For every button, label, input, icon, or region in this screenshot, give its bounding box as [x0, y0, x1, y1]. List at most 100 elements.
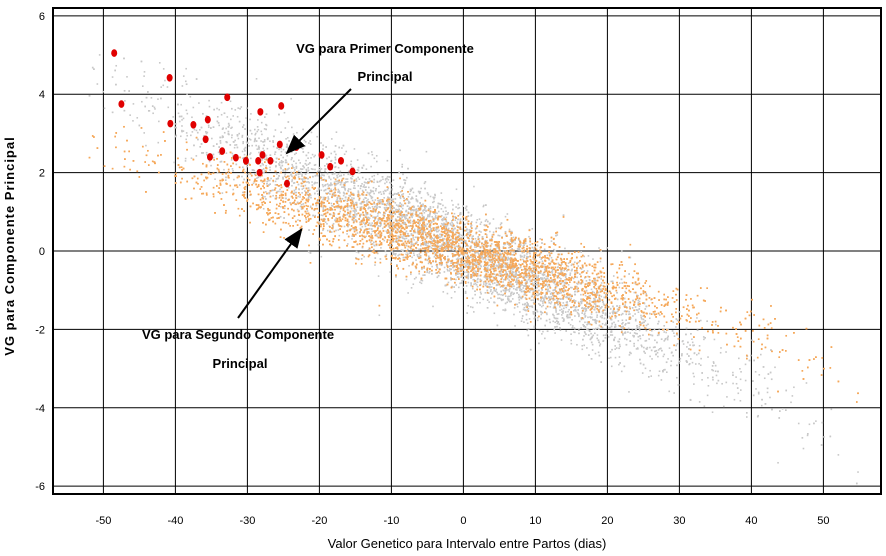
scatter-point — [346, 200, 349, 203]
scatter-point — [649, 312, 651, 315]
scatter-point — [495, 288, 498, 291]
scatter-point — [356, 194, 359, 196]
scatter-point — [446, 224, 449, 227]
scatter-point — [284, 159, 287, 161]
scatter-point — [761, 398, 763, 401]
scatter-point — [524, 302, 526, 305]
scatter-point — [407, 195, 410, 198]
scatter-point — [391, 188, 394, 190]
scatter-point — [307, 187, 310, 189]
scatter-point — [429, 222, 432, 225]
scatter-point — [471, 262, 474, 264]
scatter-point — [552, 313, 554, 316]
scatter-point — [490, 297, 492, 299]
scatter-point — [584, 277, 586, 279]
scatter-point — [642, 363, 645, 366]
scatter-point — [158, 62, 161, 64]
scatter-point — [442, 218, 444, 220]
scatter-point — [296, 137, 299, 140]
scatter-point — [140, 60, 143, 63]
scatter-point — [365, 178, 367, 181]
scatter-point — [414, 231, 417, 234]
scatter-point — [254, 133, 257, 136]
scatter-point — [321, 214, 324, 217]
scatter-point — [393, 224, 395, 227]
scatter-point — [216, 107, 218, 110]
scatter-point — [405, 209, 408, 212]
scatter-point — [475, 221, 478, 224]
scatter-point — [527, 307, 530, 310]
scatter-point — [578, 329, 580, 331]
scatter-point — [691, 341, 694, 344]
scatter-point — [225, 152, 228, 154]
scatter-point — [352, 187, 355, 189]
scatter-point — [549, 280, 551, 282]
scatter-point — [475, 283, 478, 286]
scatter-point — [452, 242, 454, 244]
scatter-point — [480, 231, 482, 233]
scatter-point — [398, 171, 400, 173]
scatter-point — [562, 302, 565, 304]
scatter-point — [185, 67, 187, 70]
scatter-point — [598, 344, 601, 347]
scatter-point — [325, 192, 327, 195]
scatter-point — [429, 207, 432, 210]
scatter-point — [292, 139, 295, 142]
scatter-point — [470, 221, 473, 223]
scatter-point — [223, 131, 226, 134]
scatter-point — [232, 169, 234, 172]
scatter-point — [371, 199, 374, 202]
scatter-point — [562, 310, 565, 312]
scatter-point — [806, 433, 809, 435]
scatter-point — [294, 203, 296, 205]
scatter-point — [333, 181, 336, 184]
scatter-point — [243, 148, 246, 150]
scatter-point — [383, 192, 385, 195]
scatter-point — [595, 322, 597, 325]
scatter-point — [391, 188, 393, 191]
scatter-point — [205, 115, 208, 117]
scatter-point — [463, 271, 466, 274]
scatter-point — [494, 259, 497, 261]
scatter-point — [242, 191, 244, 194]
scatter-point — [172, 116, 174, 118]
scatter-point — [451, 261, 454, 264]
scatter-point — [513, 285, 515, 287]
scatter-point — [466, 257, 469, 260]
scatter-point — [535, 294, 537, 296]
scatter-point — [580, 298, 582, 301]
scatter-point — [467, 276, 470, 278]
scatter-point — [536, 319, 539, 322]
scatter-point — [606, 295, 608, 298]
scatter-point — [496, 246, 499, 249]
scatter-point — [534, 288, 537, 291]
scatter-point — [378, 191, 380, 194]
scatter-point — [362, 201, 365, 204]
scatter-point — [409, 212, 412, 215]
scatter-point — [291, 157, 293, 159]
scatter-point — [309, 205, 312, 208]
scatter-point — [402, 221, 405, 223]
scatter-point — [553, 291, 555, 294]
scatter-point — [456, 273, 459, 275]
scatter-point — [274, 180, 277, 183]
scatter-point — [185, 138, 187, 141]
scatter-point — [266, 157, 268, 160]
scatter-point — [297, 173, 300, 176]
scatter-point — [393, 212, 396, 214]
scatter-point — [398, 204, 400, 207]
scatter-point — [578, 320, 581, 323]
scatter-point — [605, 323, 607, 326]
scatter-point — [179, 135, 182, 138]
scatter-point — [482, 258, 484, 260]
scatter-point — [429, 212, 431, 215]
scatter-point — [403, 197, 405, 200]
scatter-point — [334, 219, 336, 222]
scatter-point — [353, 214, 356, 216]
scatter-point — [593, 287, 596, 289]
scatter-point — [320, 142, 322, 144]
scatter-point — [501, 264, 503, 267]
scatter-point — [621, 250, 623, 253]
scatter-point — [505, 271, 508, 273]
scatter-point — [504, 309, 506, 312]
